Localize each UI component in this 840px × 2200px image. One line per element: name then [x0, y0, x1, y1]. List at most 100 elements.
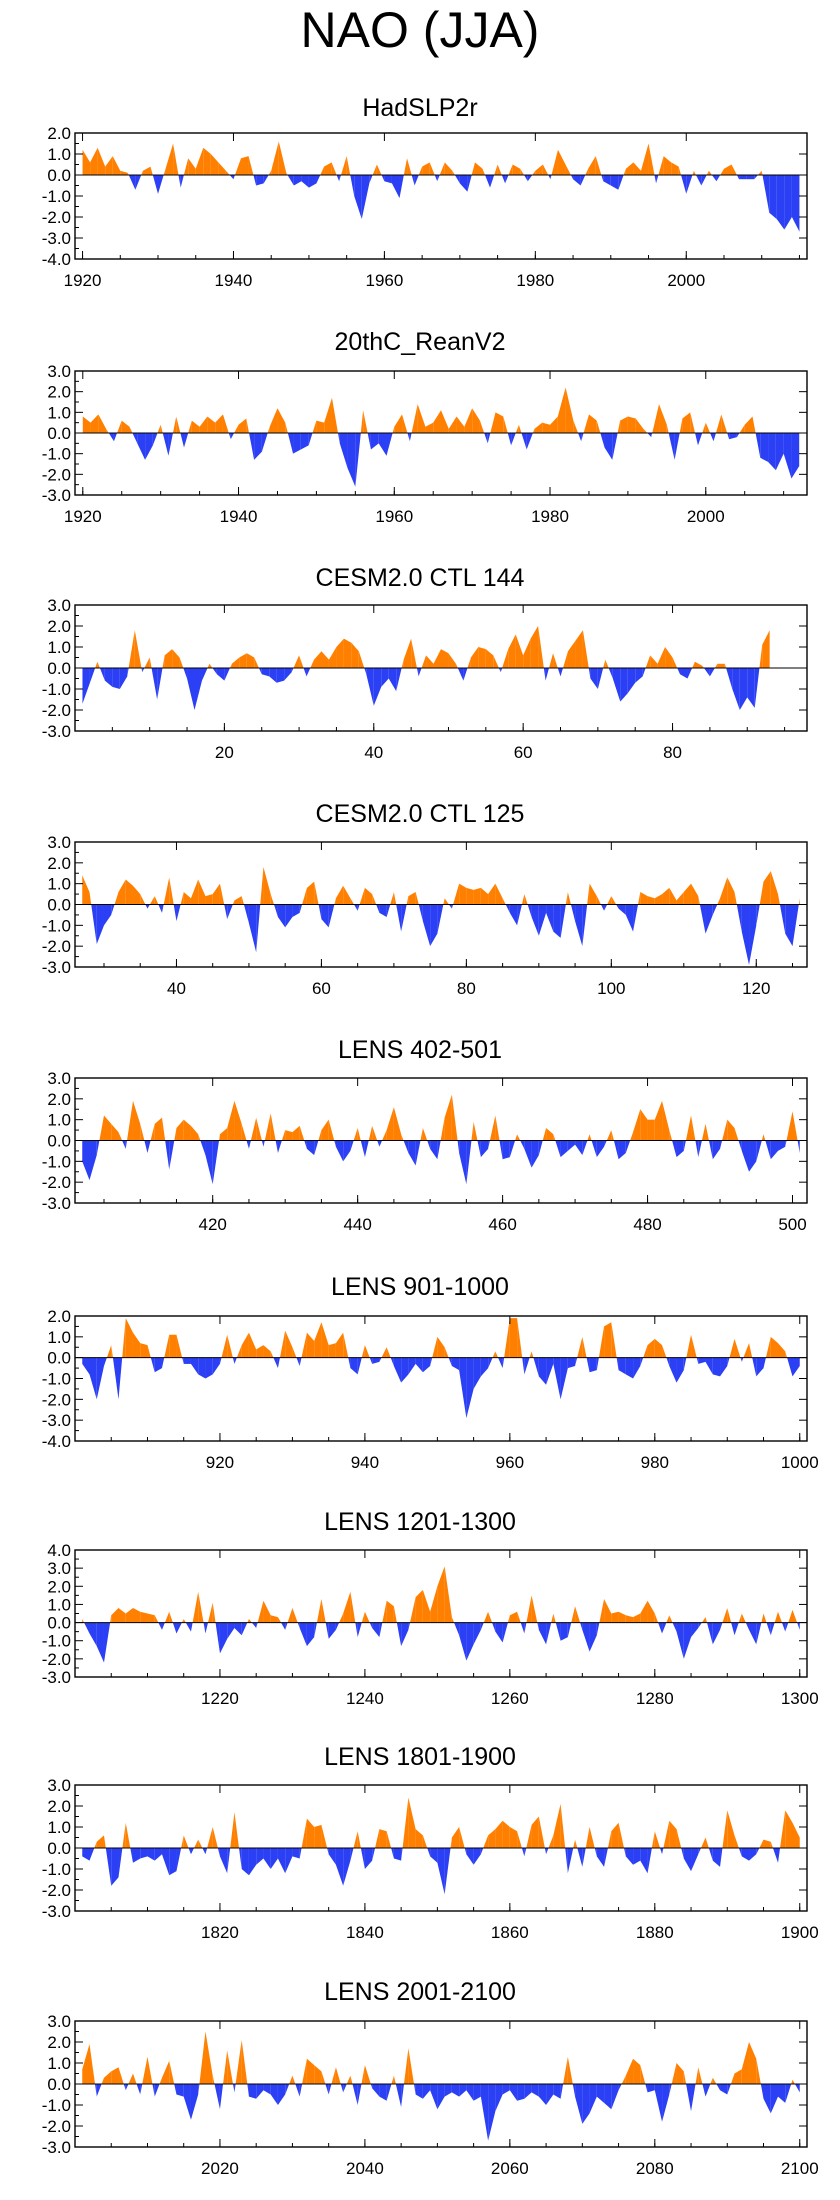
negative-area-0-9 [152, 175, 159, 194]
negative-area-6-12 [172, 1622, 177, 1634]
positive-area-2-77 [657, 647, 666, 668]
negative-area-2-9 [151, 668, 158, 700]
negative-area-1-32 [338, 433, 340, 444]
positive-area-5-94 [765, 1336, 771, 1358]
xtick-label-3-3: 100 [597, 979, 625, 998]
negative-area-5-10 [154, 1357, 162, 1373]
negative-area-6-87 [712, 1622, 721, 1645]
positive-area-1-35 [360, 410, 364, 433]
positive-area-4-24 [256, 1117, 262, 1141]
positive-area-1-51 [479, 420, 485, 433]
ytick-label-6-1: -2.0 [42, 1650, 71, 1669]
xtick-label-1-1: 1940 [220, 507, 258, 526]
negative-area-2-17 [212, 668, 217, 675]
positive-area-5-11 [164, 1334, 170, 1358]
positive-area-7-59 [509, 1827, 518, 1848]
positive-area-0-56 [508, 164, 513, 175]
positive-area-2-12 [172, 649, 180, 668]
negative-area-0-68 [601, 175, 604, 182]
positive-area-2-33 [328, 647, 337, 668]
positive-area-6-32 [316, 1598, 322, 1623]
negative-area-7-93 [756, 1848, 760, 1855]
negative-area-4-86 [708, 1140, 713, 1160]
positive-area-2-34 [336, 638, 344, 668]
negative-area-2-50 [457, 668, 464, 681]
positive-area-8-31 [306, 2058, 315, 2084]
negative-area-5-94 [763, 1357, 766, 1369]
negative-area-3-29 [292, 904, 300, 917]
negative-area-5-39 [369, 1357, 373, 1364]
negative-area-5-40 [372, 1357, 380, 1364]
positive-area-3-69 [587, 883, 590, 905]
positive-area-4-77 [640, 1109, 648, 1141]
positive-area-2-63 [553, 653, 558, 668]
positive-area-8-7 [132, 2073, 137, 2084]
negative-area-6-71 [596, 1622, 600, 1636]
positive-area-4-73 [611, 1130, 614, 1141]
ytick-label-0-4: 0.0 [47, 166, 71, 185]
positive-area-4-51 [451, 1094, 458, 1141]
negative-area-3-76 [633, 904, 639, 932]
positive-area-5-39 [364, 1345, 370, 1358]
negative-area-8-23 [248, 2084, 257, 2099]
negative-area-5-1 [89, 1357, 97, 1400]
positive-area-3-67 [567, 892, 571, 905]
positive-area-1-4 [117, 420, 122, 433]
negative-area-2-30 [306, 668, 311, 677]
negative-area-6-53 [466, 1622, 474, 1661]
positive-area-0-0 [82, 149, 91, 175]
negative-area-6-89 [731, 1622, 735, 1636]
positive-area-0-82 [706, 170, 709, 175]
positive-area-1-48 [456, 416, 465, 433]
positive-area-4-50 [444, 1094, 452, 1141]
negative-area-7-92 [749, 1848, 757, 1861]
negative-area-0-80 [686, 175, 693, 194]
positive-area-3-12 [169, 877, 174, 905]
panel-title-lens-1801-1900: LENS 1801-1900 [324, 1743, 516, 1771]
negative-area-4-1 [89, 1140, 97, 1181]
ytick-label-5-1: -3.0 [42, 1411, 71, 1430]
positive-area-1-56 [518, 424, 522, 433]
positive-area-0-47 [439, 162, 445, 175]
positive-area-0-7 [141, 170, 143, 175]
positive-area-6-78 [647, 1600, 655, 1623]
positive-area-8-90 [734, 2069, 742, 2084]
positive-area-3-5 [118, 879, 126, 905]
negative-area-1-12 [180, 433, 185, 448]
positive-area-3-80 [662, 887, 670, 905]
positive-area-5-95 [770, 1336, 779, 1358]
negative-area-8-54 [473, 2084, 481, 2101]
positive-area-6-15 [192, 1591, 199, 1623]
negative-area-0-69 [603, 175, 611, 186]
positive-area-7-67 [573, 1839, 576, 1848]
positive-area-0-74 [640, 143, 649, 175]
negative-area-7-19 [219, 1848, 228, 1874]
xtick-label-6-3: 1280 [636, 1689, 674, 1708]
negative-area-6-1 [89, 1622, 97, 1647]
xtick-label-6-0: 1220 [201, 1689, 239, 1708]
positive-area-4-98 [792, 1111, 798, 1141]
positive-area-0-54 [494, 164, 498, 175]
positive-area-6-85 [701, 1617, 706, 1623]
positive-area-3-15 [190, 879, 199, 905]
negative-area-4-12 [169, 1140, 175, 1170]
panel-title-cesm-ctl-125: CESM2.0 CTL 125 [315, 800, 525, 828]
positive-area-5-25 [263, 1345, 271, 1358]
negative-area-4-63 [538, 1140, 543, 1156]
negative-area-3-98 [792, 904, 799, 947]
negative-area-6-65 [555, 1622, 561, 1641]
negative-area-7-7 [132, 1848, 141, 1863]
positive-area-8-84 [695, 2067, 699, 2084]
negative-area-6-93 [756, 1622, 762, 1645]
negative-area-5-5 [118, 1357, 123, 1400]
negative-area-8-43 [395, 2084, 402, 2108]
xtick-label-0-1: 1940 [215, 271, 253, 290]
negative-area-4-24 [261, 1140, 264, 1147]
positive-area-4-8 [140, 1123, 145, 1141]
negative-area-5-87 [712, 1357, 721, 1377]
ytick-label-8-4: 1.0 [47, 2054, 71, 2073]
ytick-label-0-5: 1.0 [47, 145, 71, 164]
positive-area-6-76 [633, 1613, 641, 1623]
positive-area-6-50 [444, 1566, 452, 1623]
negative-area-7-37 [350, 1848, 354, 1861]
